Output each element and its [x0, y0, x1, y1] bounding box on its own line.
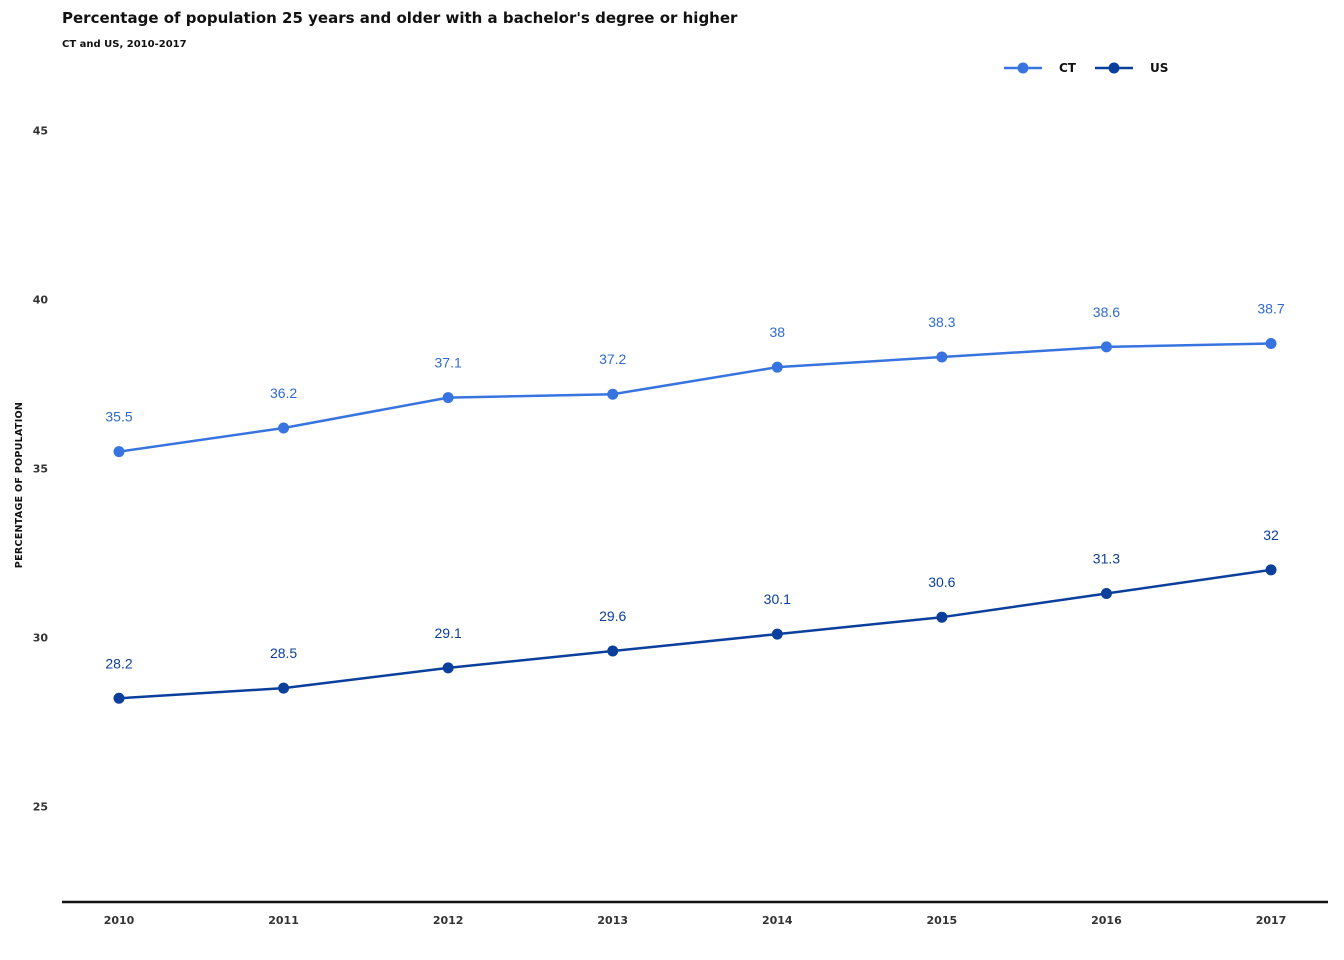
data-label-ct: 37.2: [599, 351, 626, 367]
x-tick-label: 2014: [762, 914, 793, 927]
legend-marker-us: [1109, 63, 1120, 74]
data-point-ct: [1101, 341, 1112, 352]
data-point-ct: [607, 389, 618, 400]
data-point-ct: [114, 446, 125, 457]
data-label-ct: 37.1: [435, 355, 462, 371]
data-label-ct: 35.5: [105, 409, 132, 425]
legend-label-us: US: [1150, 61, 1168, 75]
data-point-us: [1266, 564, 1277, 575]
x-tick-label: 2010: [104, 914, 135, 927]
data-point-us: [1101, 588, 1112, 599]
data-label-us: 28.5: [270, 645, 297, 661]
legend-label-ct: CT: [1059, 61, 1077, 75]
y-tick-label: 40: [33, 294, 49, 307]
y-tick-label: 35: [33, 463, 48, 476]
y-tick-label: 30: [33, 631, 49, 644]
data-label-ct: 38: [769, 324, 785, 340]
data-label-ct: 38.7: [1257, 301, 1284, 317]
data-point-us: [936, 612, 947, 623]
data-point-ct: [1266, 338, 1277, 349]
data-label-ct: 36.2: [270, 385, 297, 401]
data-label-us: 28.2: [105, 655, 132, 671]
y-tick-label: 45: [33, 125, 48, 138]
data-point-us: [772, 629, 783, 640]
x-tick-label: 2015: [927, 914, 958, 927]
x-tick-label: 2011: [268, 914, 299, 927]
data-label-ct: 38.3: [928, 314, 955, 330]
legend-marker-ct: [1018, 63, 1029, 74]
data-point-us: [607, 645, 618, 656]
data-point-ct: [772, 362, 783, 373]
x-tick-label: 2017: [1256, 914, 1287, 927]
data-label-us: 29.6: [599, 608, 626, 624]
data-point-ct: [278, 422, 289, 433]
data-label-us: 32: [1263, 527, 1279, 543]
data-point-us: [278, 683, 289, 694]
data-point-ct: [443, 392, 454, 403]
data-point-ct: [936, 352, 947, 363]
data-label-us: 31.3: [1093, 551, 1120, 567]
data-point-us: [443, 662, 454, 673]
x-tick-label: 2016: [1091, 914, 1122, 927]
data-label-us: 29.1: [435, 625, 462, 641]
data-label-us: 30.1: [764, 591, 791, 607]
x-tick-label: 2013: [597, 914, 628, 927]
data-point-us: [114, 693, 125, 704]
legend: CT US: [1004, 61, 1168, 75]
y-axis-label: PERCENTAGE OF POPULATION: [14, 402, 25, 568]
series-line-us: [119, 570, 1271, 698]
y-tick-label: 25: [33, 800, 48, 813]
data-label-ct: 38.6: [1093, 304, 1120, 320]
data-label-us: 30.6: [928, 574, 955, 590]
x-tick-label: 2012: [433, 914, 464, 927]
